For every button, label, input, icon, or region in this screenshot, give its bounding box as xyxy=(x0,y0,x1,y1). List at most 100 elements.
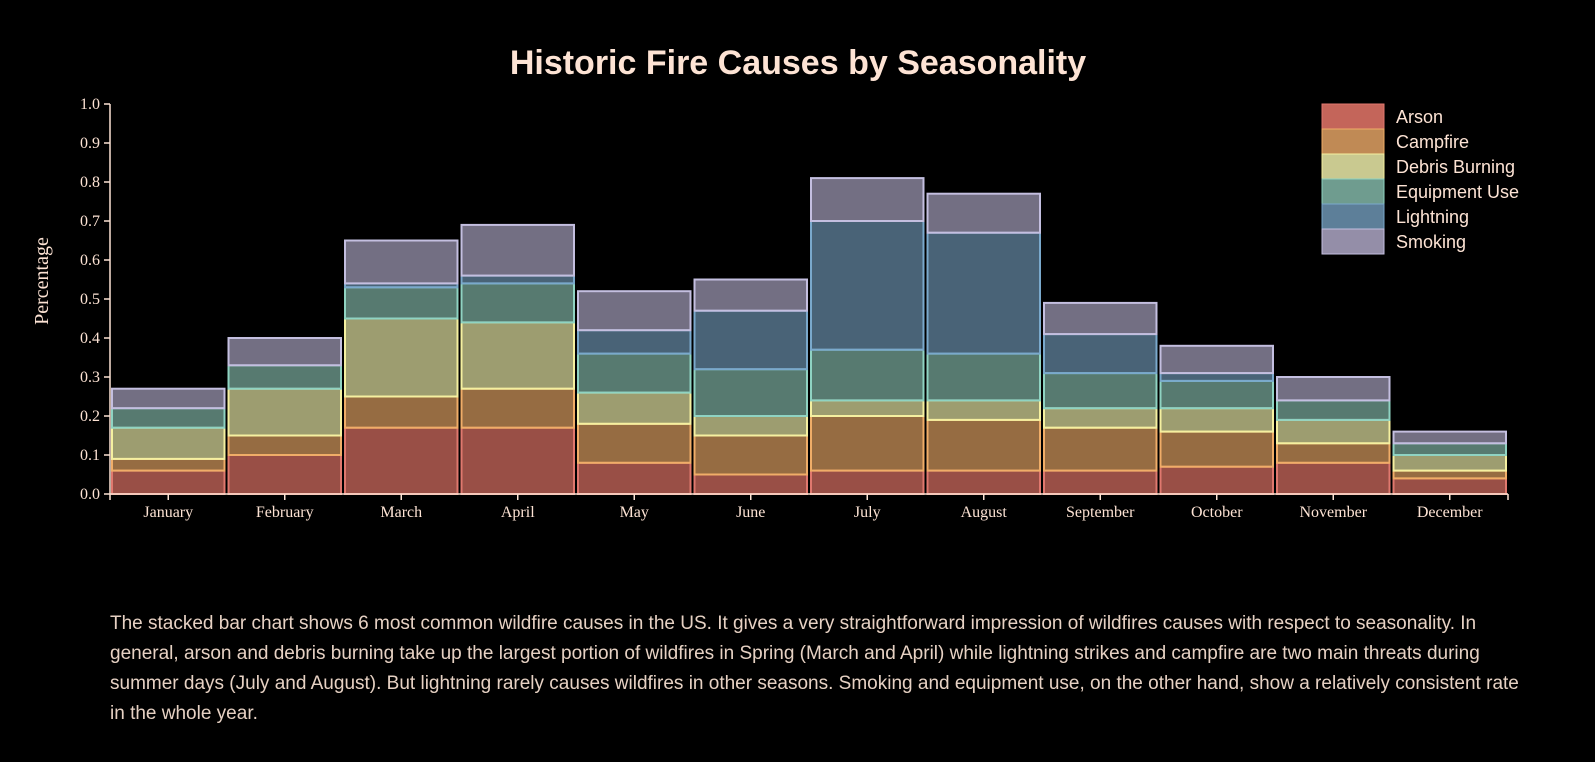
bar-equipment-use-october xyxy=(1159,379,1274,410)
legend-swatch-arson xyxy=(1321,103,1385,130)
x-tick-label-july: July xyxy=(854,504,881,521)
y-tick-label: 0.3 xyxy=(80,369,100,386)
y-tick-label: 0.1 xyxy=(80,447,100,464)
bar-campfire-november xyxy=(1276,442,1391,464)
bar-lightning-may xyxy=(577,329,692,355)
legend: Arson Campfire Debris Burning Equipment Use… xyxy=(1321,103,1519,255)
x-tick-label-may: May xyxy=(620,504,649,521)
bar-arson-february xyxy=(227,454,342,495)
chart-description: The stacked bar chart shows 6 most commo… xyxy=(110,613,1519,724)
bar-debris-burning-may xyxy=(577,391,692,425)
x-tick-label-january: January xyxy=(143,504,193,521)
bar-debris-burning-october xyxy=(1159,407,1274,433)
bar-equipment-use-march xyxy=(344,286,459,320)
bar-equipment-use-august xyxy=(926,352,1041,402)
bar-smoking-january xyxy=(111,387,226,410)
bar-lightning-april xyxy=(460,274,575,285)
y-tick-label: 0.6 xyxy=(80,252,100,269)
bar-smoking-may xyxy=(577,290,692,332)
bar-debris-burning-november xyxy=(1276,418,1391,445)
bar-equipment-use-november xyxy=(1276,399,1391,421)
bar-campfire-september xyxy=(1043,426,1158,472)
bar-arson-march xyxy=(344,426,459,496)
x-tick-label-october: October xyxy=(1191,504,1243,521)
y-tick-label: 0.2 xyxy=(80,408,100,425)
stacked-bar-chart: Historic Fire Causes by Seasonality Perc… xyxy=(31,44,1519,521)
bar-campfire-october xyxy=(1159,430,1274,468)
bar-arson-june xyxy=(693,473,808,495)
bar-arson-january xyxy=(111,469,226,496)
bar-equipment-use-july xyxy=(810,348,925,402)
legend-swatch-smoking xyxy=(1321,228,1385,255)
chart-title: Historic Fire Causes by Seasonality xyxy=(510,44,1086,82)
bar-lightning-september xyxy=(1043,333,1158,375)
bar-equipment-use-december xyxy=(1392,442,1507,456)
x-tick-label-march: March xyxy=(380,504,422,521)
bar-smoking-april xyxy=(460,223,575,277)
legend-label-arson: Arson xyxy=(1396,107,1443,127)
bar-campfire-march xyxy=(344,395,459,429)
legend-label-smoking: Smoking xyxy=(1396,232,1466,252)
bar-debris-burning-december xyxy=(1392,454,1507,472)
legend-label-campfire: Campfire xyxy=(1396,132,1469,152)
bar-equipment-use-may xyxy=(577,352,692,394)
bar-debris-burning-april xyxy=(460,321,575,390)
bar-campfire-february xyxy=(227,434,342,456)
bars-layer xyxy=(111,177,1507,496)
bar-equipment-use-september xyxy=(1043,372,1158,410)
bar-debris-burning-march xyxy=(344,317,459,398)
bar-equipment-use-june xyxy=(693,368,808,418)
bar-lightning-june xyxy=(693,309,808,371)
x-tick-label-february: February xyxy=(256,504,314,521)
bar-arson-july xyxy=(810,469,925,496)
bar-lightning-july xyxy=(810,220,925,351)
legend-swatch-debris-burning xyxy=(1321,153,1385,180)
bar-arson-september xyxy=(1043,469,1158,496)
bar-smoking-september xyxy=(1043,301,1158,336)
bar-smoking-october xyxy=(1159,344,1274,375)
bar-arson-december xyxy=(1392,477,1507,495)
bar-smoking-july xyxy=(810,177,925,223)
bar-debris-burning-january xyxy=(111,426,226,460)
bar-arson-may xyxy=(577,461,692,495)
bar-debris-burning-february xyxy=(227,387,342,437)
x-tick-label-november: November xyxy=(1299,504,1367,521)
bar-debris-burning-june xyxy=(693,415,808,437)
bar-debris-burning-july xyxy=(810,399,925,417)
bar-smoking-december xyxy=(1392,430,1507,445)
legend-swatch-campfire xyxy=(1321,128,1385,155)
bar-lightning-october xyxy=(1159,372,1274,382)
bar-equipment-use-january xyxy=(111,407,226,429)
legend-swatch-equipment-use xyxy=(1321,178,1385,205)
bar-smoking-august xyxy=(926,192,1041,234)
legend-label-equipment-use: Equipment Use xyxy=(1396,182,1519,202)
bar-debris-burning-august xyxy=(926,399,1041,421)
y-axis-title: Percentage xyxy=(31,237,53,325)
y-tick-label: 0.5 xyxy=(80,291,100,308)
bar-campfire-may xyxy=(577,422,692,464)
bar-campfire-july xyxy=(810,415,925,472)
bar-arson-april xyxy=(460,426,575,496)
bar-lightning-august xyxy=(926,231,1041,355)
bar-smoking-november xyxy=(1276,376,1391,402)
y-axis: 0.0 0.1 0.2 0.3 0.4 0.5 0.6 0.7 0.8 0.9 1.0 xyxy=(80,96,111,503)
bar-campfire-december xyxy=(1392,469,1507,480)
y-tick-label: 0.0 xyxy=(80,486,100,503)
bar-debris-burning-september xyxy=(1043,407,1158,429)
bar-smoking-june xyxy=(693,278,808,312)
x-tick-label-september: September xyxy=(1066,504,1135,521)
bar-equipment-use-april xyxy=(460,282,575,324)
bar-campfire-august xyxy=(926,418,1041,472)
legend-label-lightning: Lightning xyxy=(1396,207,1469,227)
bar-arson-august xyxy=(926,469,1041,496)
bar-equipment-use-february xyxy=(227,364,342,390)
x-tick-label-april: April xyxy=(501,504,535,521)
y-tick-label: 0.4 xyxy=(80,330,100,347)
y-tick-label: 1.0 xyxy=(80,96,100,113)
x-tick-label-june: June xyxy=(736,504,765,521)
x-tick-label-august: August xyxy=(961,504,1008,521)
legend-label-debris-burning: Debris Burning xyxy=(1396,157,1515,177)
y-tick-label: 0.7 xyxy=(80,213,100,230)
y-tick-label: 0.9 xyxy=(80,135,100,152)
bar-campfire-january xyxy=(111,457,226,472)
